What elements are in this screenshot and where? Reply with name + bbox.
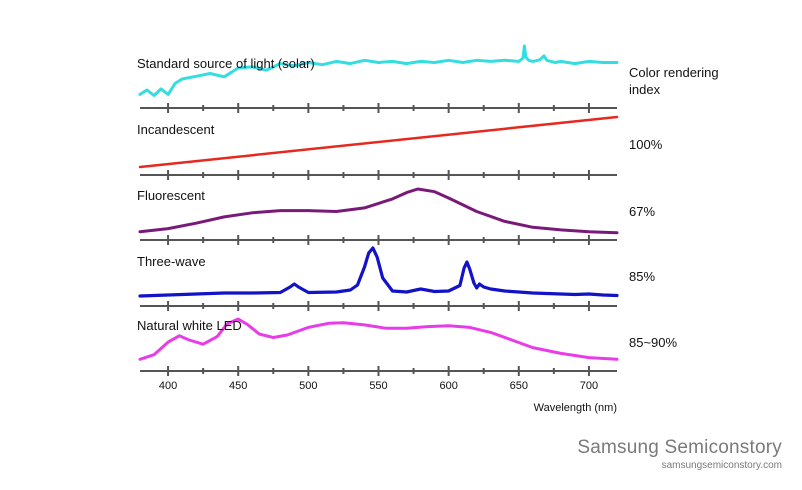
x-tick-label: 400: [159, 380, 177, 392]
x-axis-title: Wavelength (nm): [534, 402, 617, 414]
series-name-label: Natural white LED: [137, 318, 242, 333]
cri-value: 67%: [629, 204, 655, 219]
series-name-label: Three-wave: [137, 254, 206, 269]
series-line: [138, 44, 619, 97]
series-line: [138, 246, 619, 298]
x-tick-label: 700: [580, 380, 598, 392]
series-line: [138, 187, 619, 235]
series-line: [138, 317, 619, 361]
x-tick-label: 550: [369, 380, 387, 392]
cri-value: 85~90%: [629, 335, 678, 350]
panel-axes: [140, 103, 617, 376]
cri-header-line-1: Color rendering: [629, 65, 719, 80]
watermark-url: samsungsemiconstory.com: [661, 460, 782, 471]
series-labels: Standard source of light (solar) Incandes…: [137, 56, 315, 333]
x-tick-label: 500: [299, 380, 317, 392]
cri-values: Color rendering index 100% 67% 85% 85~90%: [629, 65, 719, 350]
spectrum-lines: [138, 44, 619, 361]
cri-value: 100%: [629, 137, 663, 152]
x-tick-label: 600: [439, 380, 457, 392]
series-name-label: Fluorescent: [137, 188, 205, 203]
x-tick-label: 450: [229, 380, 247, 392]
watermark-brand: Samsung Semiconstory: [577, 437, 782, 458]
x-tick-labels: 400 450 500 550 600 650 700: [159, 380, 598, 392]
series-name-label: Incandescent: [137, 122, 215, 137]
cri-header-line-2: index: [629, 82, 661, 97]
series-line: [138, 115, 619, 169]
cri-value: 85%: [629, 269, 655, 284]
series-name-label: Standard source of light (solar): [137, 56, 315, 71]
x-tick-label: 650: [510, 380, 528, 392]
